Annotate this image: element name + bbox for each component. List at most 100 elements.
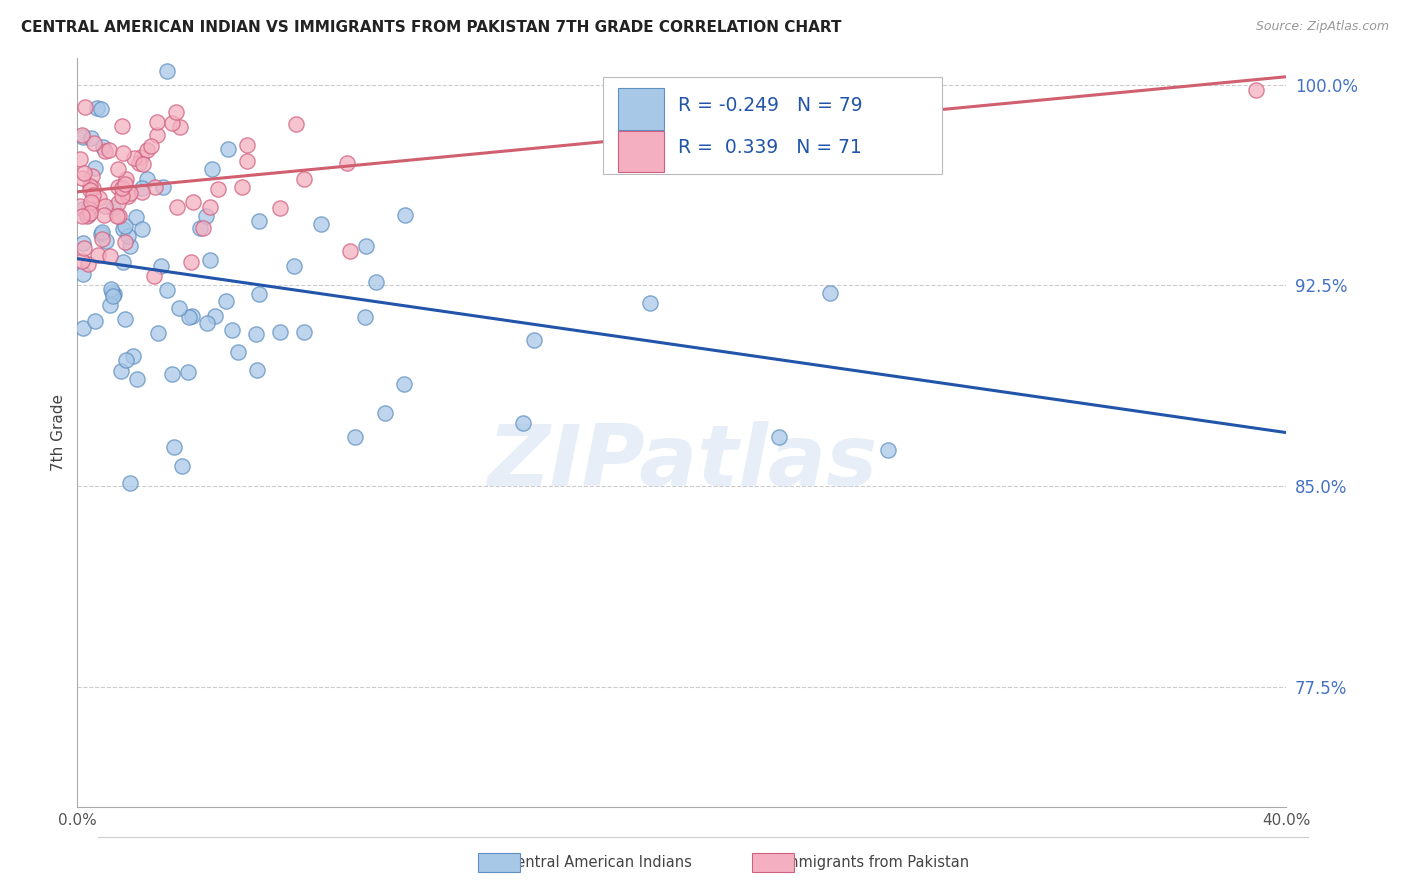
Point — [172, 458, 194, 473]
Point — [180, 310, 202, 324]
Point — [91, 232, 114, 246]
Point — [86, 101, 108, 115]
Point — [149, 259, 172, 273]
Point — [72, 236, 94, 251]
FancyBboxPatch shape — [617, 88, 664, 129]
Point — [69, 199, 91, 213]
Point — [111, 119, 134, 133]
Point — [72, 253, 94, 268]
Point — [89, 191, 111, 205]
Point — [79, 201, 101, 215]
Point — [94, 234, 117, 248]
Point — [132, 157, 155, 171]
Point — [76, 256, 98, 270]
Point — [247, 214, 270, 228]
Point — [768, 430, 790, 444]
Point — [163, 440, 186, 454]
Point — [131, 185, 153, 199]
Point — [114, 235, 136, 249]
Point — [79, 130, 101, 145]
Point — [114, 177, 136, 191]
Point — [77, 208, 100, 222]
Point — [512, 417, 534, 431]
Point — [72, 267, 94, 281]
Point — [156, 283, 179, 297]
Point — [191, 220, 214, 235]
Point — [94, 199, 117, 213]
Point — [167, 301, 190, 316]
Point — [166, 200, 188, 214]
Point — [122, 349, 145, 363]
Point — [82, 181, 104, 195]
Point — [169, 120, 191, 134]
Point — [100, 282, 122, 296]
Point — [246, 363, 269, 377]
Point — [118, 239, 141, 253]
Point — [72, 170, 94, 185]
Point — [118, 475, 141, 490]
Point — [195, 210, 218, 224]
Point — [80, 194, 103, 209]
Point — [394, 208, 416, 222]
Point — [309, 217, 332, 231]
Point — [156, 64, 179, 78]
Point — [105, 210, 128, 224]
Point — [110, 364, 132, 378]
Point — [76, 209, 98, 223]
Point — [180, 255, 202, 269]
Text: ZIPatlas: ZIPatlas — [486, 421, 877, 504]
Point — [374, 406, 396, 420]
Point — [72, 321, 94, 335]
Point — [179, 310, 201, 325]
Y-axis label: 7th Grade: 7th Grade — [51, 394, 66, 471]
Text: CENTRAL AMERICAN INDIAN VS IMMIGRANTS FROM PAKISTAN 7TH GRADE CORRELATION CHART: CENTRAL AMERICAN INDIAN VS IMMIGRANTS FR… — [21, 20, 842, 35]
Point — [127, 372, 149, 386]
Point — [160, 116, 183, 130]
Point — [292, 325, 315, 339]
Point — [152, 180, 174, 194]
Point — [84, 313, 107, 327]
Point — [70, 209, 93, 223]
Point — [177, 365, 200, 379]
Point — [135, 172, 157, 186]
Point — [522, 333, 544, 347]
Point — [198, 253, 221, 268]
Point — [235, 153, 257, 168]
Point — [101, 288, 124, 302]
Point — [392, 377, 415, 392]
Text: Source: ZipAtlas.com: Source: ZipAtlas.com — [1256, 20, 1389, 33]
Point — [90, 225, 112, 239]
Text: R =  0.339   N = 71: R = 0.339 N = 71 — [678, 138, 862, 157]
Point — [73, 241, 96, 255]
Point — [876, 443, 898, 458]
Point — [114, 312, 136, 326]
Point — [108, 210, 131, 224]
Text: R = -0.249   N = 79: R = -0.249 N = 79 — [678, 95, 863, 115]
Point — [111, 221, 134, 235]
Point — [207, 182, 229, 196]
Point — [98, 249, 121, 263]
Point — [87, 247, 110, 261]
Point — [143, 179, 166, 194]
Point — [129, 150, 152, 164]
Point — [117, 228, 139, 243]
Point — [131, 181, 153, 195]
Point — [114, 171, 136, 186]
Point — [141, 138, 163, 153]
Point — [292, 172, 315, 186]
Point — [72, 202, 94, 216]
Point — [336, 156, 359, 170]
Point — [136, 143, 159, 157]
FancyBboxPatch shape — [617, 131, 664, 172]
Point — [117, 189, 139, 203]
Point — [80, 169, 103, 183]
Point — [231, 179, 253, 194]
Text: Immigrants from Pakistan: Immigrants from Pakistan — [780, 855, 970, 870]
Point — [638, 295, 661, 310]
Point — [112, 145, 135, 160]
Point — [114, 219, 136, 234]
Point — [79, 183, 101, 197]
Point — [201, 162, 224, 177]
Point — [79, 178, 101, 193]
Point — [146, 115, 169, 129]
